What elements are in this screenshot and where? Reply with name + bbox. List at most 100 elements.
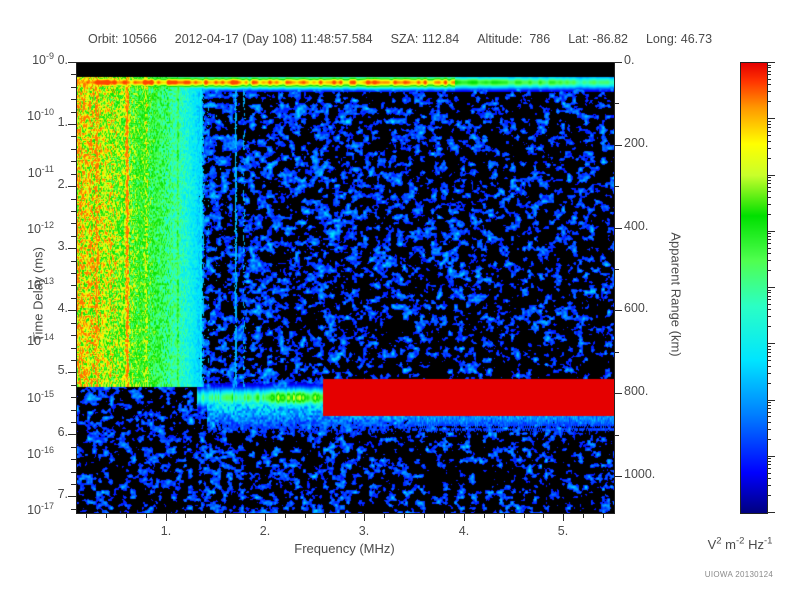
x-minor-tick bbox=[305, 513, 306, 518]
colorbar-minor-tick bbox=[767, 326, 771, 327]
header-field-long: Long: 46.73 bbox=[646, 32, 712, 46]
colorbar-tick-label: 10-15 bbox=[27, 389, 60, 405]
y-left-tick-label: 7. bbox=[57, 487, 68, 501]
colorbar-minor-tick bbox=[767, 473, 771, 474]
x-minor-tick bbox=[146, 513, 147, 518]
colorbar-minor-tick bbox=[767, 290, 771, 291]
x-minor-tick bbox=[205, 513, 206, 518]
header-field-lat: Lat: -86.82 bbox=[568, 32, 628, 46]
colorbar-minor-tick bbox=[767, 412, 771, 413]
y-left-minor-tick bbox=[71, 285, 76, 286]
colorbar-minor-tick bbox=[767, 124, 771, 125]
x-minor-tick bbox=[345, 513, 346, 518]
colorbar-minor-tick bbox=[767, 148, 771, 149]
colorbar-tick-mantissa: 10 bbox=[27, 278, 41, 292]
y-right-tick-label: 0. bbox=[624, 53, 635, 67]
y-left-minor-tick bbox=[71, 434, 76, 435]
y-left-minor-tick bbox=[71, 199, 76, 200]
colorbar-minor-tick bbox=[767, 135, 771, 136]
y-left-minor-tick bbox=[71, 360, 76, 361]
x-tick-label: 3. bbox=[358, 524, 370, 538]
header-field-sza: SZA: 112.84 bbox=[391, 32, 460, 46]
x-minor-tick bbox=[543, 513, 544, 518]
colorbar-minor-tick bbox=[767, 296, 771, 297]
y-left-tick-label: 6. bbox=[57, 425, 68, 439]
colorbar-minor-tick bbox=[767, 458, 771, 459]
y-right-minor-tick bbox=[614, 393, 619, 394]
y-left-minor-tick bbox=[71, 223, 76, 224]
spectrogram-plot-area bbox=[76, 62, 615, 514]
colorbar-minor-tick bbox=[767, 402, 771, 403]
colorbar-minor-tick bbox=[767, 292, 771, 293]
y-left-minor-tick bbox=[71, 385, 76, 386]
y-left-minor-tick bbox=[71, 211, 76, 212]
y-axis-right-title: Apparent Range (km) bbox=[668, 232, 684, 357]
colorbar-minor-tick bbox=[767, 253, 771, 254]
x-tick-label: 1. bbox=[160, 524, 172, 538]
colorbar-minor-tick bbox=[767, 485, 771, 486]
colorbar-minor-tick bbox=[767, 360, 771, 361]
colorbar-minor-tick bbox=[767, 495, 771, 496]
y-left-minor-tick bbox=[71, 459, 76, 460]
x-minor-tick bbox=[245, 513, 246, 518]
y-left-minor-tick bbox=[71, 186, 76, 187]
units-m-exp: -2 bbox=[736, 535, 745, 547]
colorbar-tick-exponent: -9 bbox=[45, 50, 54, 61]
colorbar-tick-label: 10-9 bbox=[32, 50, 60, 67]
x-minor-tick bbox=[265, 513, 266, 518]
header-value-altitude: 786 bbox=[529, 32, 551, 46]
colorbar-minor-tick bbox=[767, 239, 771, 240]
colorbar-major-tick bbox=[767, 512, 775, 513]
colorbar-tick-exponent: -10 bbox=[40, 106, 54, 117]
units-m: m bbox=[725, 537, 736, 552]
colorbar-minor-tick bbox=[767, 248, 771, 249]
x-minor-tick bbox=[126, 513, 127, 518]
header-field-datetime: 2012-04-17 (Day 108) 11:48:57.584 bbox=[175, 32, 373, 46]
colorbar-minor-tick bbox=[767, 349, 771, 350]
colorbar-minor-tick bbox=[767, 352, 771, 353]
header-label-sza: SZA: bbox=[390, 32, 419, 46]
x-tick-label: 5. bbox=[557, 524, 569, 538]
colorbar-tick-exponent: -13 bbox=[40, 275, 54, 286]
colorbar-tick-label: 10-12 bbox=[27, 219, 60, 236]
x-tick-label: 4. bbox=[458, 524, 470, 538]
colorbar-tick-label: 10-16 bbox=[27, 445, 60, 461]
units-v-exp: 2 bbox=[716, 535, 722, 547]
header-value-datetime: 2012-04-17 (Day 108) 11:48:57.584 bbox=[174, 32, 373, 46]
colorbar-minor-tick bbox=[767, 187, 771, 188]
y-left-tick-label: 4. bbox=[57, 301, 68, 315]
colorbar-major-tick bbox=[767, 231, 775, 232]
x-minor-tick bbox=[484, 513, 485, 518]
colorbar-minor-tick bbox=[767, 177, 771, 178]
colorbar-tick-mantissa: 10 bbox=[27, 391, 41, 405]
y-left-minor-tick bbox=[71, 422, 76, 423]
colorbar-minor-tick bbox=[767, 236, 771, 237]
colorbar-tick-mantissa: 10 bbox=[27, 166, 42, 180]
colorbar-tick-exponent: -17 bbox=[40, 500, 54, 511]
colorbar-tick-mantissa: 10 bbox=[27, 334, 41, 348]
colorbar-minor-tick bbox=[767, 373, 771, 374]
x-minor-tick bbox=[504, 513, 505, 518]
x-minor-tick bbox=[185, 513, 186, 518]
colorbar-minor-tick bbox=[767, 408, 771, 409]
x-minor-tick bbox=[384, 513, 385, 518]
colorbar-minor-tick bbox=[767, 366, 771, 367]
y-right-minor-tick bbox=[614, 62, 619, 63]
colorbar-tick-label: 10-13 bbox=[27, 275, 60, 292]
colorbar bbox=[740, 62, 768, 514]
colorbar-major-tick bbox=[767, 175, 775, 176]
y-left-minor-tick bbox=[71, 99, 76, 100]
header-info-bar: Orbit: 10566 2012-04-17 (Day 108) 11:48:… bbox=[0, 29, 800, 49]
y-right-minor-tick bbox=[614, 352, 619, 353]
x-minor-tick bbox=[524, 513, 525, 518]
y-right-tick-label: 800. bbox=[624, 384, 649, 398]
y-left-minor-tick bbox=[71, 74, 76, 75]
y-left-minor-tick bbox=[71, 372, 76, 373]
y-left-minor-tick bbox=[71, 348, 76, 349]
colorbar-tick-exponent: -12 bbox=[40, 219, 54, 230]
colorbar-tick-mantissa: 10 bbox=[27, 222, 41, 236]
colorbar-minor-tick bbox=[767, 416, 771, 417]
y-left-minor-tick bbox=[71, 323, 76, 324]
x-minor-tick bbox=[583, 513, 584, 518]
y-right-tick-label: 200. bbox=[624, 136, 649, 150]
